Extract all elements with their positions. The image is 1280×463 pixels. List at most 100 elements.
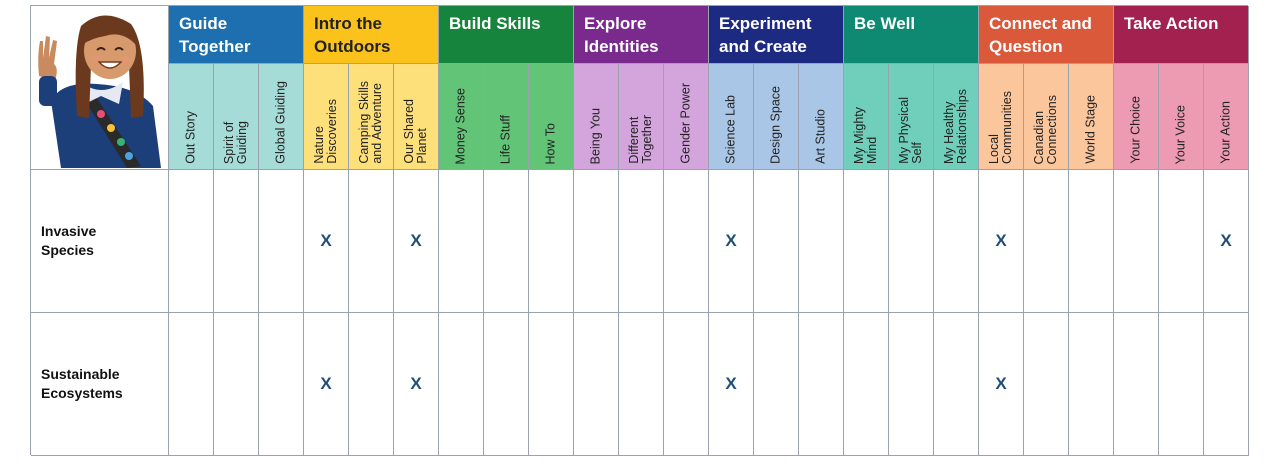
check-mark: X — [394, 170, 439, 313]
empty-cell — [349, 170, 394, 313]
subcategory-header: Our Shared Planet — [394, 64, 439, 170]
empty-cell — [1204, 313, 1249, 456]
empty-cell — [1024, 313, 1069, 456]
subcategory-label: Out Story — [183, 111, 198, 164]
subcategory-header: Gender Power — [664, 64, 709, 170]
subcategory-label: Different Together — [627, 115, 654, 164]
category-header: Be Well — [844, 6, 979, 64]
subcategory-header: Design Space — [754, 64, 799, 170]
subcategory-header: Life Stuff — [484, 64, 529, 170]
check-mark: X — [304, 170, 349, 313]
subcategory-label: Global Guiding — [273, 81, 288, 164]
subcategory-header: Your Voice — [1159, 64, 1204, 170]
category-header: Take Action — [1114, 6, 1249, 64]
subcategory-header: Out Story — [169, 64, 214, 170]
category-header: Intro the Outdoors — [304, 6, 439, 64]
empty-cell — [1069, 313, 1114, 456]
subcategory-header: Money Sense — [439, 64, 484, 170]
subcategory-label: My Physical Self — [897, 97, 924, 164]
empty-cell — [889, 313, 934, 456]
empty-cell — [484, 313, 529, 456]
empty-cell — [844, 313, 889, 456]
empty-cell — [169, 313, 214, 456]
empty-cell — [934, 170, 979, 313]
subcategory-label: Money Sense — [453, 87, 468, 164]
empty-cell — [889, 170, 934, 313]
category-header: Explore Identities — [574, 6, 709, 64]
empty-cell — [574, 313, 619, 456]
empty-cell — [799, 170, 844, 313]
empty-cell — [754, 313, 799, 456]
empty-cell — [664, 313, 709, 456]
subcategory-header: My Healthy Relationships — [934, 64, 979, 170]
check-mark: X — [979, 313, 1024, 456]
empty-cell — [1114, 170, 1159, 313]
empty-cell — [1159, 313, 1204, 456]
subcategory-header: My Physical Self — [889, 64, 934, 170]
subcategory-label: Life Stuff — [498, 114, 513, 164]
empty-cell — [529, 313, 574, 456]
empty-cell — [619, 313, 664, 456]
subcategory-header: Science Lab — [709, 64, 754, 170]
subcategory-header: Canadian Connections — [1024, 64, 1069, 170]
subcategory-label: Local Communities — [987, 91, 1014, 164]
empty-cell — [439, 170, 484, 313]
subcategory-label: Canadian Connections — [1032, 94, 1059, 165]
subcategory-label: Art Studio — [813, 109, 828, 164]
subcategory-header: How To — [529, 64, 574, 170]
row-label: Sustainable Ecosystems — [31, 313, 169, 456]
subcategory-label: Science Lab — [723, 95, 738, 164]
category-header: Build Skills — [439, 6, 574, 64]
subcategory-header: Your Choice — [1114, 64, 1159, 170]
subcategory-header: World Stage — [1069, 64, 1114, 170]
subcategory-header: Local Communities — [979, 64, 1024, 170]
empty-cell — [169, 170, 214, 313]
subcategory-label: My Healthy Relationships — [942, 88, 969, 164]
empty-cell — [799, 313, 844, 456]
empty-cell — [664, 170, 709, 313]
subcategory-label: Gender Power — [678, 83, 693, 164]
subcategory-label: Our Shared Planet — [402, 99, 429, 164]
subcategory-label: Camping Skills and Adventure — [357, 81, 384, 164]
subcategory-header: Spirit of Guiding — [214, 64, 259, 170]
check-mark: X — [394, 313, 439, 456]
empty-cell — [439, 313, 484, 456]
empty-cell — [349, 313, 394, 456]
subcategory-header: Different Together — [619, 64, 664, 170]
subcategory-header: Being You — [574, 64, 619, 170]
subcategory-label: How To — [543, 122, 558, 164]
empty-cell — [844, 170, 889, 313]
subcategory-header: Your Action — [1204, 64, 1249, 170]
subcategory-label: My Mighty Mind — [852, 107, 879, 164]
subcategory-label: Being You — [588, 107, 603, 164]
subcategory-label: Your Choice — [1128, 96, 1143, 164]
subcategory-label: Your Action — [1218, 101, 1233, 164]
check-mark: X — [1204, 170, 1249, 313]
empty-cell — [1159, 170, 1204, 313]
category-header: Connect and Question — [979, 6, 1114, 64]
empty-cell — [574, 170, 619, 313]
subcategory-label: Nature Discoveries — [312, 99, 339, 164]
empty-cell — [934, 313, 979, 456]
guide-mascot-illustration — [38, 15, 161, 168]
empty-cell — [259, 313, 304, 456]
subcategory-header: Nature Discoveries — [304, 64, 349, 170]
subcategory-header: Global Guiding — [259, 64, 304, 170]
check-mark: X — [304, 313, 349, 456]
empty-cell — [529, 170, 574, 313]
empty-cell — [1114, 313, 1159, 456]
subcategory-label: World Stage — [1083, 95, 1098, 164]
subcategory-header: Camping Skills and Adventure — [349, 64, 394, 170]
category-header: Experiment and Create — [709, 6, 844, 64]
empty-cell — [754, 170, 799, 313]
subcategory-label: Spirit of Guiding — [222, 120, 249, 164]
row-label: Invasive Species — [31, 170, 169, 313]
curriculum-grid: Guide Together Out Story Spirit of Guiding… — [30, 5, 1249, 456]
empty-cell — [214, 313, 259, 456]
subcategory-label: Your Voice — [1173, 104, 1188, 164]
subcategory-label: Design Space — [768, 86, 783, 164]
empty-cell — [1024, 170, 1069, 313]
empty-cell — [1069, 170, 1114, 313]
subcategory-header: Art Studio — [799, 64, 844, 170]
check-mark: X — [709, 313, 754, 456]
